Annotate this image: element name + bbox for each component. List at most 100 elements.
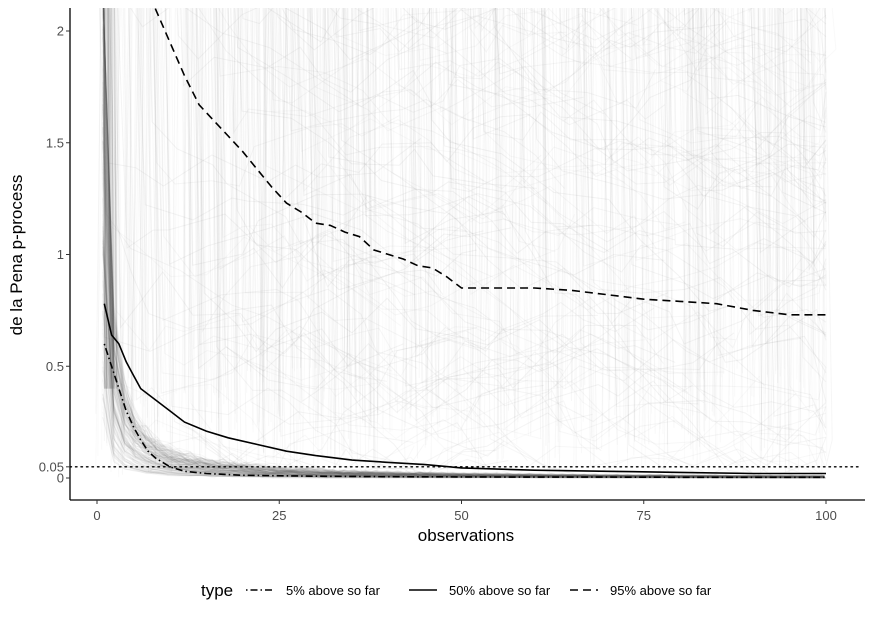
- background-trace: [342, 8, 664, 414]
- background-trace: [164, 8, 471, 479]
- background-trace: [102, 23, 825, 478]
- background-trace: [226, 8, 237, 401]
- background-trace: [102, 226, 825, 478]
- background-trace: [102, 8, 106, 389]
- background-trace: [598, 8, 755, 68]
- background-trace: [336, 8, 689, 394]
- background-trace: [102, 198, 825, 478]
- background-trace: [351, 8, 356, 400]
- legend-entries: 5% above so far 50% above so far 95% above…: [246, 583, 712, 598]
- background-trace: [686, 8, 692, 450]
- background-trace: [770, 8, 772, 9]
- background-trace: [102, 281, 825, 479]
- background-trace: [233, 8, 598, 479]
- background-trace: [590, 8, 827, 192]
- background-trace: [387, 8, 398, 414]
- x-tick-label: 50: [454, 508, 468, 523]
- background-trace: [449, 8, 459, 444]
- background-trace: [102, 49, 825, 478]
- background-trace: [103, 8, 825, 478]
- background-trace: [214, 8, 220, 465]
- background-trace: [397, 8, 406, 469]
- background-trace: [556, 8, 561, 426]
- background-trace: [241, 8, 604, 370]
- background-trace: [508, 8, 512, 385]
- background-trace: [102, 210, 825, 478]
- background-trace: [518, 8, 822, 106]
- background-trace: [292, 8, 625, 183]
- background-trace: [250, 8, 258, 427]
- background-trace: [102, 80, 825, 478]
- background-trace: [102, 8, 825, 478]
- background-trace: [630, 8, 827, 467]
- background-trace: [789, 8, 798, 433]
- background-trace: [257, 8, 267, 460]
- background-trace: [329, 8, 336, 467]
- background-trace: [689, 8, 700, 447]
- background-trace: [816, 8, 827, 119]
- background-trace: [139, 8, 151, 404]
- background-trace: [364, 8, 368, 371]
- background-trace: [702, 8, 827, 128]
- background-trace: [102, 68, 825, 478]
- background-trace: [710, 8, 717, 449]
- background-trace: [227, 8, 550, 135]
- background-trace: [763, 8, 827, 461]
- background-trace: [392, 8, 393, 432]
- background-trace: [590, 8, 595, 463]
- background-trace: [342, 8, 351, 372]
- background-trace: [700, 8, 827, 116]
- background-trace: [97, 8, 101, 457]
- background-trace: [257, 8, 267, 477]
- background-trace: [519, 8, 827, 248]
- background-trace: [217, 8, 226, 460]
- background-trace: [102, 140, 825, 478]
- background-trace: [326, 8, 337, 423]
- background-trace: [426, 8, 430, 369]
- background-trace: [195, 8, 488, 468]
- background-trace: [541, 8, 546, 390]
- background-trace: [804, 8, 827, 73]
- y-tick-label: 1: [57, 247, 64, 262]
- background-trace: [102, 8, 825, 478]
- background-trace: [171, 8, 180, 467]
- background-trace: [494, 8, 814, 479]
- background-trace: [395, 8, 684, 77]
- background-trace: [102, 8, 825, 478]
- background-trace: [620, 8, 629, 470]
- background-trace: [113, 8, 118, 389]
- background-trace: [825, 8, 837, 60]
- background-trace: [367, 8, 371, 440]
- background-trace: [429, 8, 437, 411]
- background-trace: [120, 8, 130, 399]
- background-trace: [102, 24, 825, 478]
- x-axis-title: observations: [418, 526, 514, 545]
- background-trace: [775, 8, 784, 371]
- background-trace: [333, 8, 343, 420]
- background-trace: [323, 8, 329, 392]
- legend: type 5% above so far 50% above so far 95% …: [201, 581, 712, 600]
- background-trace: [678, 8, 827, 213]
- background-trace: [331, 8, 652, 57]
- background-trace: [102, 378, 825, 479]
- background-trace: [306, 8, 317, 401]
- background-trace: [716, 8, 720, 376]
- background-trace: [102, 146, 825, 478]
- background-trace: [102, 131, 825, 478]
- background-trace: [271, 8, 281, 433]
- background-trace: [244, 8, 570, 460]
- background-trace: [614, 8, 618, 416]
- background-trace: [495, 8, 764, 188]
- background-trace: [270, 8, 275, 402]
- background-trace: [217, 8, 227, 419]
- background-trace: [288, 8, 296, 422]
- background-trace: [633, 8, 827, 191]
- background-trace: [102, 13, 825, 478]
- y-axis-ticks: 00.05 0.5 1 1.5 2: [39, 24, 70, 486]
- background-trace: [800, 8, 802, 443]
- background-trace: [772, 8, 780, 464]
- background-trace: [782, 8, 786, 370]
- background-trace: [478, 8, 482, 477]
- background-trace: [218, 8, 227, 388]
- background-trace: [764, 8, 827, 435]
